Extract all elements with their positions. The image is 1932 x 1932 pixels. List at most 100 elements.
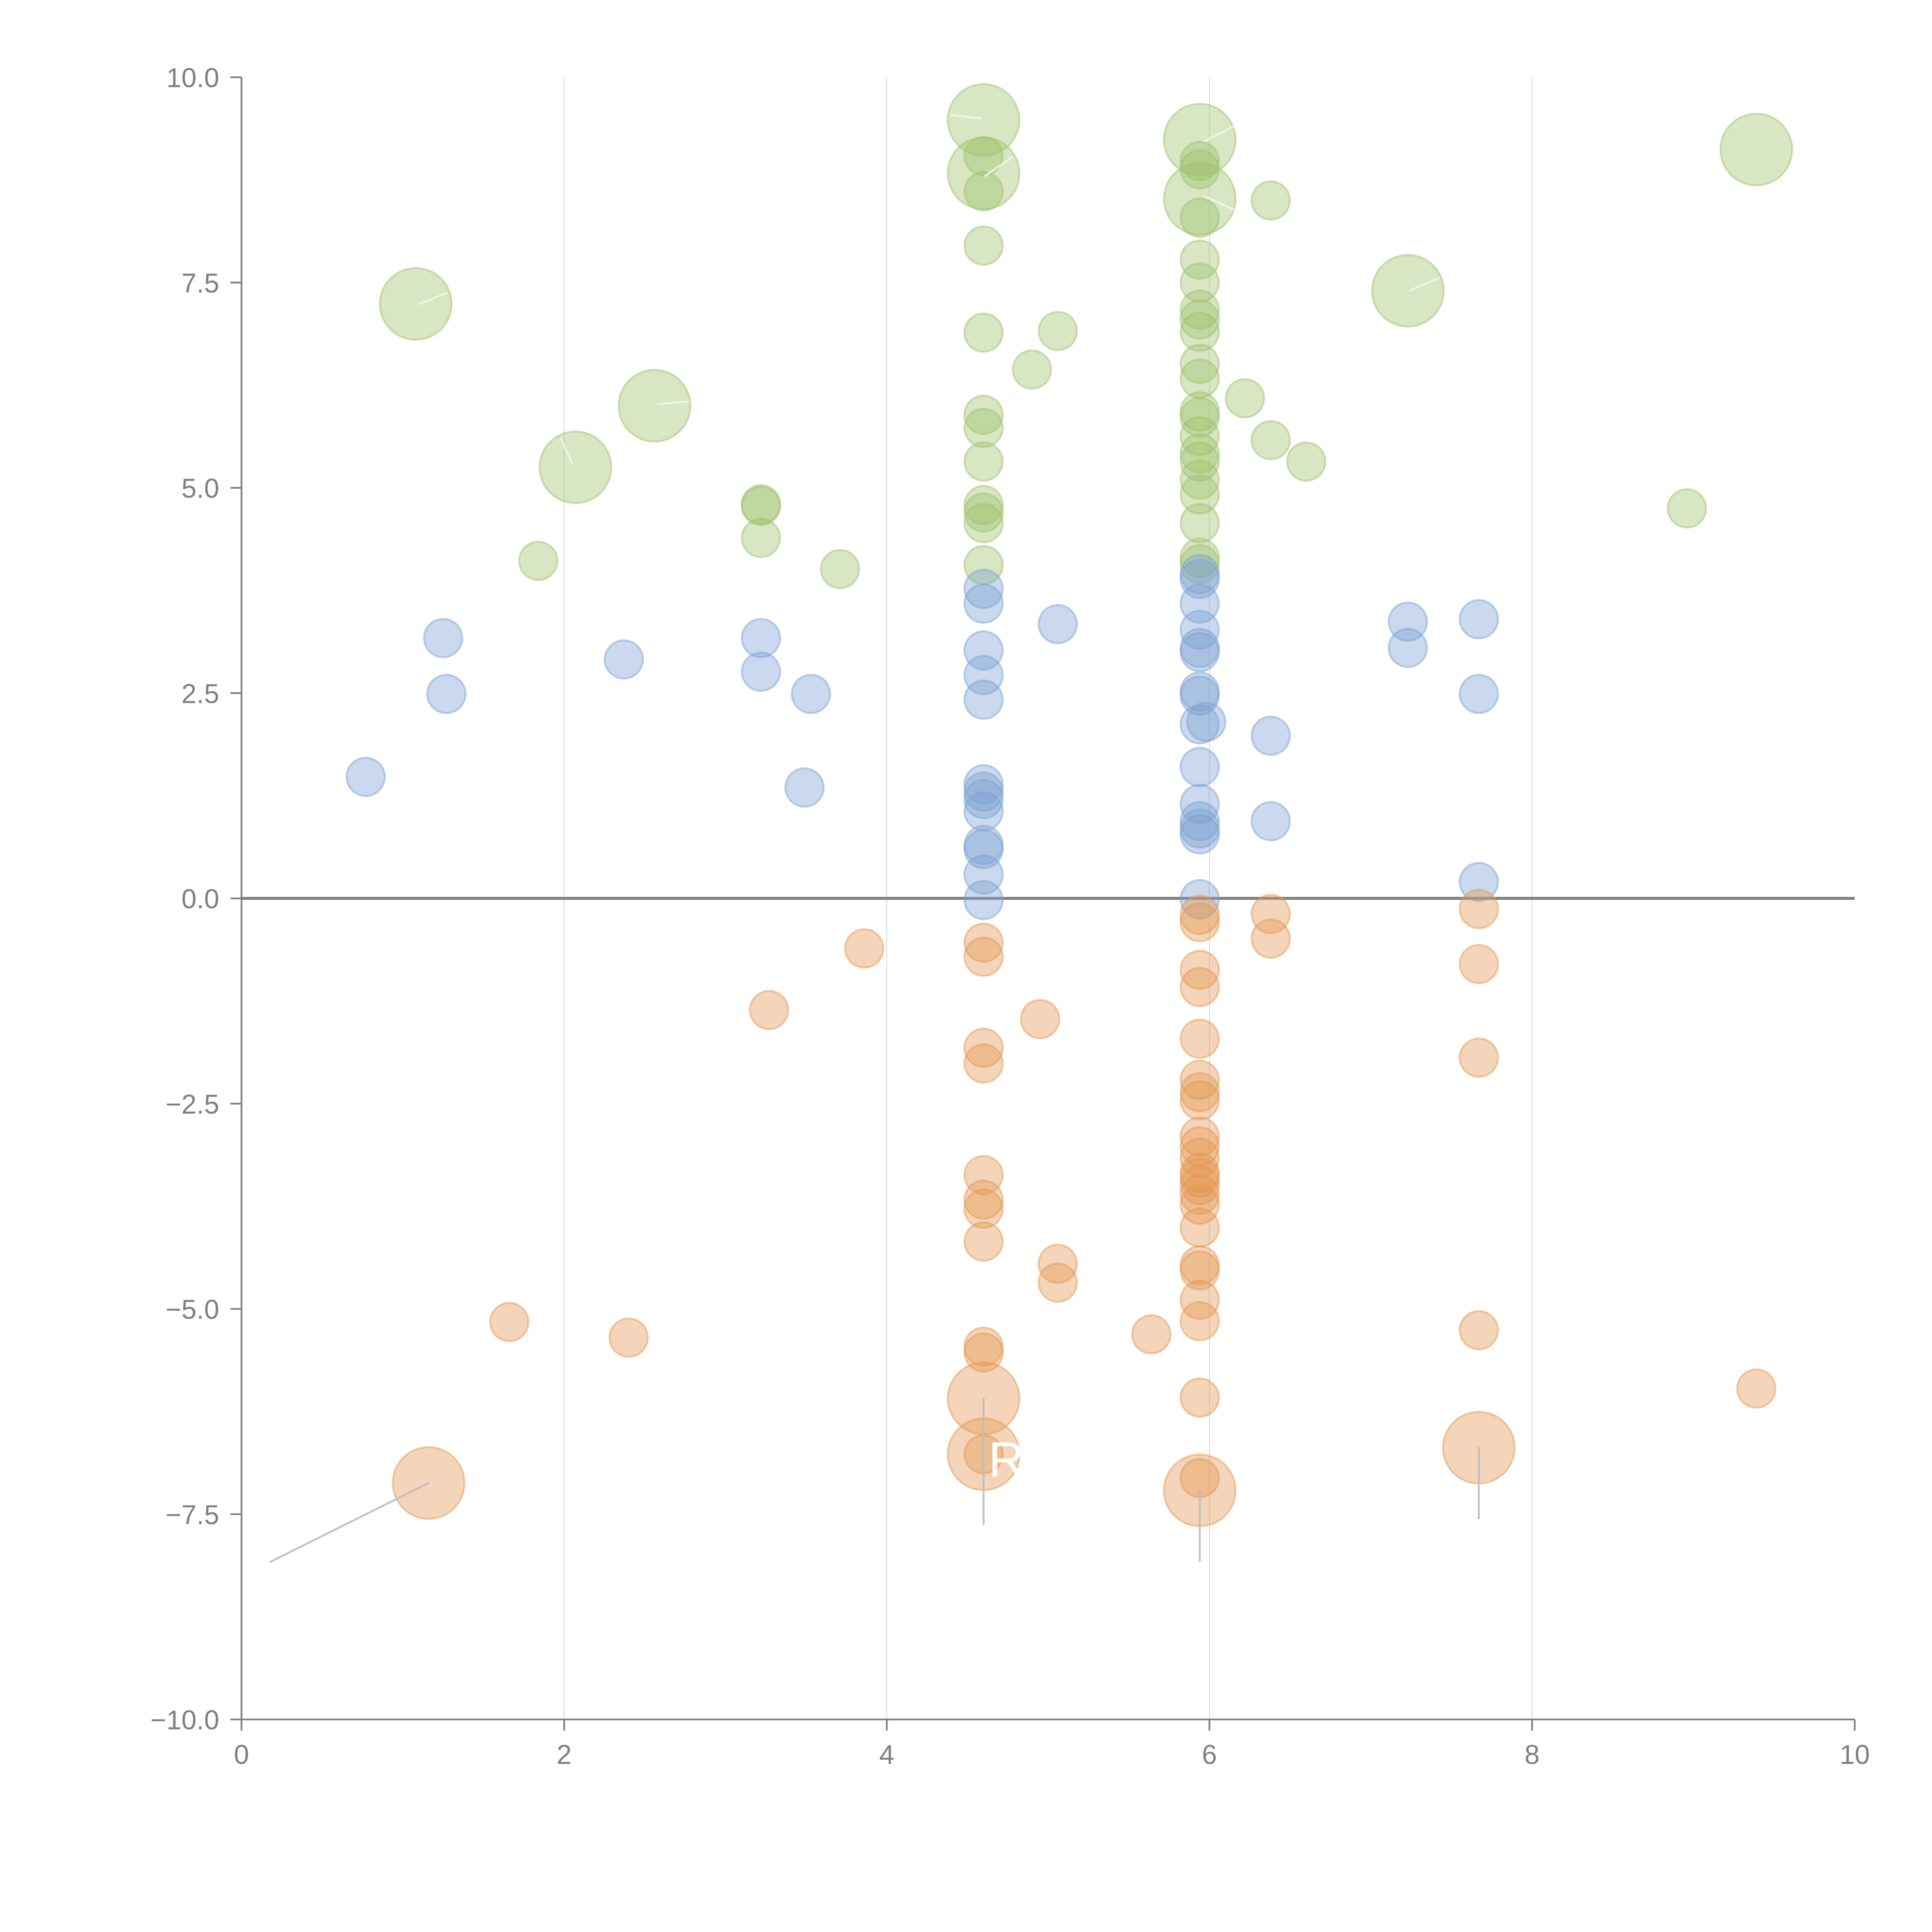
bubble-point <box>963 225 1004 266</box>
bubble-point <box>1179 1250 1220 1291</box>
bubble-point <box>426 673 467 714</box>
bubble-point <box>1179 1207 1220 1248</box>
bubble-point <box>1179 262 1220 303</box>
bubble-point <box>963 829 1004 869</box>
bubble-point <box>1179 1072 1220 1112</box>
bubble-point <box>1250 894 1291 934</box>
y-tick-label: −10.0 <box>150 1705 219 1735</box>
bubble-point <box>963 485 1004 526</box>
bubble-point <box>1179 397 1220 437</box>
bubble-point <box>963 779 1004 819</box>
bubble-point <box>749 990 789 1031</box>
bubble-point <box>741 486 781 526</box>
bubble-point <box>963 880 1004 920</box>
bubble-point <box>1179 544 1220 585</box>
x-tick-label: 4 <box>879 1739 894 1770</box>
bubble-point <box>791 673 831 714</box>
bubble-point <box>1163 162 1237 236</box>
bubble-point <box>963 568 1004 609</box>
bubble-point <box>963 1189 1004 1229</box>
bubble-point <box>963 791 1004 832</box>
bubble-point <box>1371 254 1445 328</box>
x-tick-label: 2 <box>556 1739 571 1770</box>
bubble-point <box>1179 1138 1220 1178</box>
bubble-point <box>1179 141 1220 181</box>
bubble-point <box>1179 1184 1220 1225</box>
bubble-point <box>741 517 781 558</box>
bubble-point <box>784 767 825 808</box>
leader-line <box>950 114 981 119</box>
bubble-point <box>963 441 1004 482</box>
y-axis-ticks: −10.0 −7.5 −5.0 −2.5 0.0 2.5 5.0 7.5 10.0 <box>150 63 242 1735</box>
bubble-point <box>608 1317 649 1358</box>
bubble-point <box>963 136 1004 177</box>
bubble-point <box>1179 632 1220 672</box>
bubble-point <box>947 83 1020 157</box>
bubble-layer <box>345 83 1793 1527</box>
bubble-point <box>1179 1245 1220 1286</box>
bubble-point <box>1388 601 1428 642</box>
leader-line <box>1203 125 1235 143</box>
bubble-point <box>963 854 1004 895</box>
y-tick-label: −5.0 <box>165 1294 219 1325</box>
bubble-point <box>1250 180 1291 221</box>
bubble-point <box>1179 299 1220 340</box>
bubble-point <box>963 1043 1004 1084</box>
x-tick-label: 10 <box>1840 1739 1870 1770</box>
bubble-point <box>963 171 1004 212</box>
x-axis-ticks: 0 2 4 6 8 10 <box>234 1719 1870 1770</box>
bubble-point <box>741 618 781 658</box>
bubble-point <box>1459 862 1499 902</box>
bubble-point <box>345 757 386 797</box>
bubble-point <box>1179 537 1220 578</box>
x-tick-label: 6 <box>1202 1739 1217 1770</box>
bubble-point <box>1179 1080 1220 1121</box>
bubble-point <box>963 1221 1004 1262</box>
bubble-point <box>1179 808 1220 849</box>
bubble-point <box>1459 599 1499 639</box>
bubble-point <box>963 545 1004 585</box>
bubble-point <box>963 825 1004 865</box>
bubble-point <box>1179 967 1220 1007</box>
bubble-point <box>1179 949 1220 990</box>
bubble-point <box>1667 488 1707 529</box>
bubble-point <box>1179 197 1220 238</box>
y-tick-label: 0.0 <box>182 884 219 914</box>
bubble-point <box>1179 441 1220 482</box>
leader-line <box>984 156 1014 177</box>
bubble-point <box>1459 944 1499 985</box>
bubble-point <box>963 1332 1004 1373</box>
leader-line <box>418 292 447 305</box>
bubble-point <box>1179 474 1220 515</box>
series-green <box>379 83 1793 590</box>
bubble-point <box>1179 801 1220 842</box>
bubble-point <box>1020 999 1060 1039</box>
bubble-point <box>1179 879 1220 920</box>
bubble-point <box>1179 609 1220 650</box>
leader-line <box>1203 195 1236 211</box>
bubble-point <box>1179 1126 1220 1167</box>
bubble-point <box>963 771 1004 812</box>
bubble-point <box>1037 604 1078 645</box>
series-blue <box>345 554 1499 920</box>
bubble-point <box>1179 1019 1220 1059</box>
bubble-point <box>1179 1165 1220 1205</box>
bubble-point <box>1179 344 1220 384</box>
bubble-point <box>538 430 612 504</box>
annotation-label: R <box>988 1432 1024 1487</box>
bubble-point <box>1179 1301 1220 1342</box>
bubble-point <box>1179 583 1220 624</box>
bubble-point <box>1179 1116 1220 1157</box>
bubble-point <box>1163 103 1237 177</box>
bubble-point <box>489 1302 530 1342</box>
leader-line <box>1408 277 1440 292</box>
bubble-point <box>1179 1279 1220 1320</box>
bubble-point <box>1179 814 1220 855</box>
bubble-point <box>617 369 692 443</box>
bubble-point <box>1250 801 1291 842</box>
bubble-point <box>1179 149 1220 190</box>
bubble-point <box>423 618 464 658</box>
x-tick-label: 0 <box>234 1739 249 1770</box>
y-tick-label: 5.0 <box>182 473 219 503</box>
bubble-point <box>963 655 1004 696</box>
